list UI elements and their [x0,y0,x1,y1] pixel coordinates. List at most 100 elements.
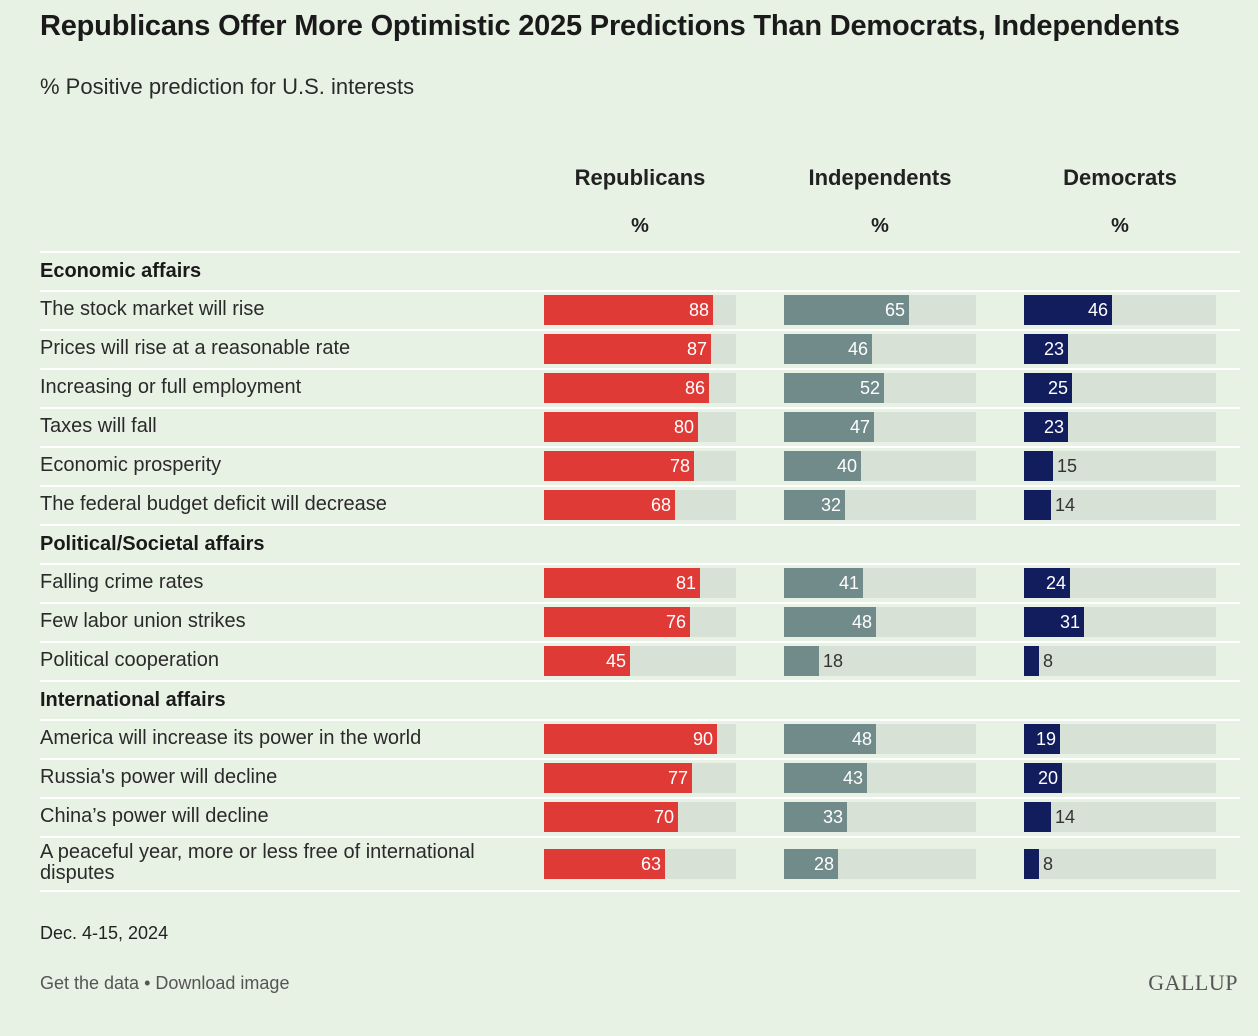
row-label: Taxes will fall [40,415,157,437]
data-label-democrats: 25 [1047,378,1068,398]
data-label-republicans: 45 [605,651,626,671]
row-label: Falling crime rates [40,571,204,593]
row-divider [40,602,1240,604]
row-label: The stock market will rise [40,298,265,320]
footer-links[interactable]: Get the data • Download image [40,973,290,993]
bar-track-independents: 48 [784,607,976,637]
row-divider [40,890,1240,892]
data-label-republicans: 90 [692,729,713,749]
bar-track-democrats: 23 [1024,412,1216,442]
bar-democrats [1024,373,1072,403]
bar-track-democrats: 19 [1024,724,1216,754]
bar-track-democrats: 14 [1024,802,1216,832]
data-label-democrats: 19 [1035,729,1056,749]
data-label-independents: 41 [838,573,859,593]
row-divider [40,251,1240,253]
row-label: Few labor union strikes [40,610,246,632]
column-unit-republicans: % [631,215,649,237]
bar-democrats [1024,802,1051,832]
data-label-democrats: 14 [1055,807,1076,827]
data-label-democrats: 8 [1043,651,1054,671]
chart-subtitle: % Positive prediction for U.S. interests [40,74,415,99]
row-label: A peaceful year, more or less free of in… [40,841,475,884]
data-label-independents: 18 [823,651,844,671]
bar-republicans [544,724,717,754]
row-divider [40,680,1240,682]
bar-track-independents: 40 [784,451,976,481]
data-label-democrats: 24 [1045,573,1066,593]
bar-republicans [544,451,694,481]
row-label: Increasing or full employment [40,376,302,398]
bar-republicans [544,607,690,637]
bar-democrats [1024,295,1112,325]
bar-track-independents: 48 [784,724,976,754]
bar-independents [784,412,874,442]
data-label-republicans: 86 [684,378,705,398]
bar-track-independents: 41 [784,568,976,598]
row-label: Prices will rise at a reasonable rate [40,337,351,359]
bar-democrats [1024,568,1070,598]
data-label-independents: 40 [836,456,857,476]
bar-independents [784,490,845,520]
row-divider [40,797,1240,799]
survey-date: Dec. 4-15, 2024 [40,923,169,943]
data-label-republicans: 81 [675,573,696,593]
bar-track-independents: 46 [784,334,976,364]
data-label-independents: 52 [859,378,880,398]
bar-democrats [1024,724,1060,754]
row-label: Russia's power will decline [40,766,278,788]
bar-democrats [1024,451,1053,481]
section-label-international-affairs: International affairs [40,689,226,711]
row-label: The federal budget deficit will decrease [40,493,387,515]
row-divider [40,485,1240,487]
row-divider [40,563,1240,565]
bar-track-republicans: 76 [544,607,736,637]
bar-track-democrats: 23 [1024,334,1216,364]
bar-track-independents: 28 [784,849,976,879]
bar-democrats [1024,490,1051,520]
bar-track-independents: 52 [784,373,976,403]
column-unit-independents: % [871,215,889,237]
bar-republicans [544,568,700,598]
bar-independents [784,568,863,598]
data-label-republicans: 68 [650,495,671,515]
bar-track-democrats: 20 [1024,763,1216,793]
data-label-democrats: 31 [1059,612,1080,632]
bar-track-republicans: 87 [544,334,736,364]
data-label-republicans: 87 [686,339,707,359]
bar-track-republicans: 81 [544,568,736,598]
bar-republicans [544,763,692,793]
row-divider [40,407,1240,409]
bar-independents [784,849,838,879]
bar-track-democrats: 24 [1024,568,1216,598]
data-label-independents: 48 [851,729,872,749]
data-label-democrats: 23 [1043,339,1064,359]
bar-republicans [544,802,678,832]
bar-track-independents: 47 [784,412,976,442]
chart-title: Republicans Offer More Optimistic 2025 P… [40,10,1180,42]
column-header-independents: Independents [808,165,952,190]
bar-democrats [1024,646,1039,676]
bar-independents [784,802,847,832]
bar-track-democrats: 25 [1024,373,1216,403]
data-label-democrats: 8 [1043,854,1054,874]
row-divider [40,290,1240,292]
data-label-independents: 48 [851,612,872,632]
data-label-republicans: 77 [667,768,688,788]
data-label-democrats: 20 [1037,768,1058,788]
bar-track-democrats: 31 [1024,607,1216,637]
bar-track-republicans: 77 [544,763,736,793]
bar-democrats [1024,607,1084,637]
data-label-republicans: 63 [640,854,661,874]
bar-track-democrats: 46 [1024,295,1216,325]
bar-track-republicans: 86 [544,373,736,403]
row-divider [40,368,1240,370]
data-label-republicans: 78 [669,456,690,476]
bar-democrats [1024,334,1068,364]
bar-republicans [544,490,675,520]
bar-track-democrats: 8 [1024,849,1216,879]
data-label-independents: 65 [884,300,905,320]
row-label: China’s power will decline [40,805,269,827]
bar-independents [784,373,884,403]
bar-track-republicans: 68 [544,490,736,520]
